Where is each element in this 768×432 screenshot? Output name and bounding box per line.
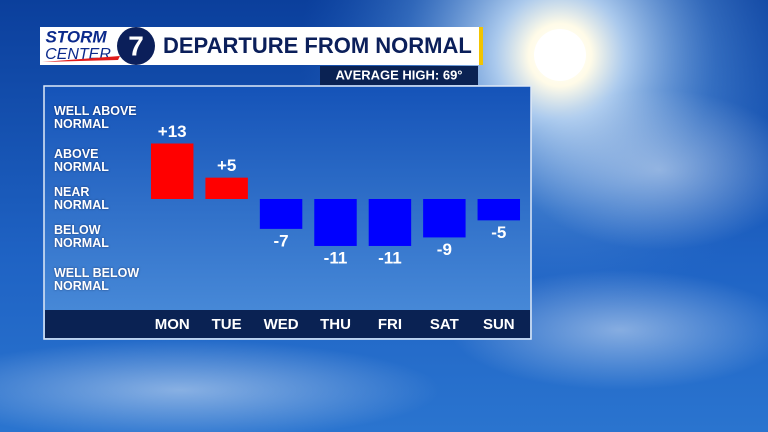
y-tick-label: NEAR NORMAL	[54, 185, 109, 212]
bar	[150, 143, 194, 199]
chart-title: DEPARTURE FROM NORMAL	[163, 33, 472, 58]
logo-swoosh	[42, 56, 120, 62]
y-tick-label: WELL ABOVE NORMAL	[54, 103, 137, 131]
sun	[534, 29, 586, 81]
logo-number: 7	[128, 30, 144, 61]
x-tick-label: THU	[320, 316, 351, 333]
value-label: -5	[491, 223, 506, 242]
bar	[314, 199, 357, 246]
bar	[368, 199, 412, 246]
bar	[423, 199, 466, 238]
y-tick-label: ABOVE NORMAL	[54, 146, 109, 174]
title-accent	[479, 27, 483, 65]
x-tick-label: MON	[155, 316, 190, 333]
value-label: +13	[158, 122, 187, 141]
y-tick-label: BELOW NORMAL	[54, 223, 109, 251]
value-label: -11	[324, 248, 348, 267]
bar	[205, 177, 248, 199]
x-tick-label: SUN	[483, 316, 515, 333]
logo-circle	[117, 27, 155, 65]
x-tick-label: SAT	[430, 316, 459, 333]
category-strip	[45, 310, 530, 338]
bar	[477, 199, 521, 221]
value-label: -11	[378, 248, 402, 267]
chart-subtitle: AVERAGE HIGH: 69°	[335, 67, 462, 82]
x-tick-label: FRI	[378, 316, 402, 333]
value-label: -9	[437, 240, 452, 259]
y-tick-label: WELL BELOW NORMAL	[54, 266, 140, 294]
value-label: -7	[274, 231, 289, 250]
bar	[259, 199, 303, 229]
x-tick-label: TUE	[212, 316, 242, 333]
value-label: +5	[217, 156, 236, 175]
cloud	[0, 340, 440, 432]
subtitle-bar	[320, 66, 478, 85]
logo-top: STORM	[45, 27, 107, 46]
x-tick-label: WED	[264, 316, 299, 333]
cloud	[520, 90, 768, 250]
